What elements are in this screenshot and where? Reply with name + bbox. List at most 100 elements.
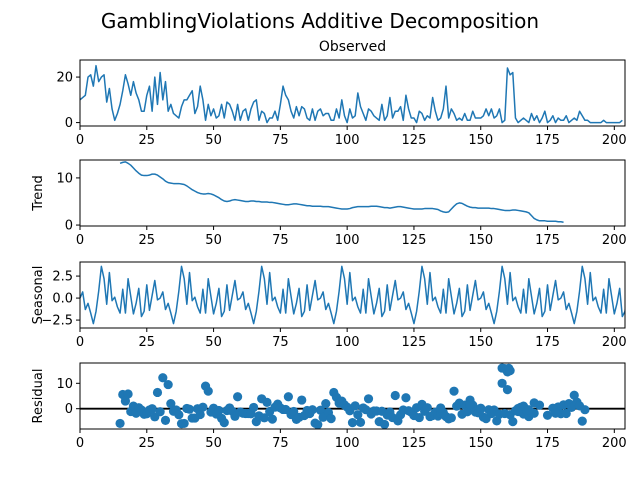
observed-x-tick-label: 75 xyxy=(272,133,289,148)
seasonal-y-axis-label: Seasonal xyxy=(31,266,46,325)
seasonal-x-tick-label: 50 xyxy=(205,335,222,350)
trend-x-tick-label: 25 xyxy=(139,233,156,248)
residual-point xyxy=(203,386,213,396)
residual-point xyxy=(147,404,157,414)
seasonal-x-tick-label: 125 xyxy=(402,335,427,350)
residual-point xyxy=(115,418,125,429)
residual-point xyxy=(214,405,224,416)
figure-title: GamblingViolations Additive Decompositio… xyxy=(101,9,539,33)
seasonal-y-tick-label: −2.5 xyxy=(41,314,73,329)
seasonal-y-tick-label: 2.5 xyxy=(52,270,73,285)
residual-point xyxy=(505,366,515,376)
observed-x-tick-label: 0 xyxy=(76,133,84,148)
residual-point xyxy=(422,403,432,413)
residual-point xyxy=(561,408,571,419)
observed-x-tick-label: 100 xyxy=(335,133,360,148)
residual-point xyxy=(363,394,374,404)
residual-point xyxy=(163,379,173,390)
seasonal-y-tick-label: 0.0 xyxy=(52,292,73,307)
observed-x-tick-label: 150 xyxy=(468,133,493,148)
residual-x-tick-label: 175 xyxy=(535,436,560,451)
residual-point xyxy=(534,400,545,410)
trend-panel: 0 25 50 75 100 125 150 175 200 0 10 Trend xyxy=(31,159,627,248)
residual-point xyxy=(307,405,318,415)
seasonal-x-tick-label: 175 xyxy=(535,335,560,350)
residual-point xyxy=(390,390,400,401)
residual-point xyxy=(524,405,534,415)
seasonal-x-tick-label: 100 xyxy=(335,335,360,350)
residual-axes-frame xyxy=(79,362,626,430)
residual-point xyxy=(353,410,363,420)
seasonal-axes-frame xyxy=(79,261,626,329)
residual-point xyxy=(401,393,411,403)
residual-point xyxy=(580,405,590,415)
trend-x-tick-label: 0 xyxy=(76,233,84,248)
residual-point xyxy=(155,407,165,417)
observed-x-tick-label: 50 xyxy=(205,133,222,148)
seasonal-x-tick-label: 0 xyxy=(76,335,84,350)
residual-point xyxy=(120,396,131,406)
residual-point xyxy=(259,413,269,423)
residual-x-tick-label: 25 xyxy=(139,436,156,451)
residual-point xyxy=(152,387,163,398)
seasonal-x-tick-label: 200 xyxy=(602,335,627,350)
residual-point xyxy=(508,417,518,427)
trend-x-tick-label: 100 xyxy=(335,233,360,248)
residual-point xyxy=(446,413,456,423)
residual-x-tick-label: 125 xyxy=(402,436,427,451)
residual-panel: 0 25 50 75 100 125 150 175 200 0 10 Residual xyxy=(31,362,627,451)
residual-point xyxy=(476,404,486,414)
seasonal-x-tick-label: 25 xyxy=(139,335,156,350)
residual-x-tick-label: 150 xyxy=(468,436,493,451)
observed-title: Observed xyxy=(319,39,386,55)
residual-point xyxy=(233,392,243,402)
seasonal-x-tick-label: 75 xyxy=(272,335,289,350)
residual-point xyxy=(123,389,133,399)
residual-point xyxy=(262,397,272,407)
residual-point xyxy=(166,399,176,409)
residual-point xyxy=(355,417,366,427)
residual-y-tick-label: 10 xyxy=(56,377,73,392)
observed-y-tick-label: 20 xyxy=(56,71,73,86)
observed-axes-frame xyxy=(79,59,626,127)
residual-point xyxy=(313,420,323,429)
residual-point xyxy=(297,395,307,405)
residual-point xyxy=(267,414,277,424)
residual-point xyxy=(321,399,331,409)
trend-axes-frame xyxy=(79,159,626,227)
trend-x-tick-label: 150 xyxy=(468,233,493,248)
residual-point xyxy=(379,419,390,429)
residual-point xyxy=(577,416,587,426)
residual-y-tick-label: 0 xyxy=(65,402,73,417)
residual-point xyxy=(347,418,358,428)
residual-point xyxy=(195,409,205,420)
residual-point xyxy=(350,401,360,411)
observed-x-tick-label: 200 xyxy=(602,133,627,148)
residual-point xyxy=(249,402,259,413)
residual-point xyxy=(462,407,472,417)
residual-point xyxy=(414,412,424,423)
seasonal-series-line xyxy=(80,265,625,325)
residual-point xyxy=(465,400,475,410)
residual-y-axis-label: Residual xyxy=(31,369,46,424)
residual-x-tick-label: 50 xyxy=(205,436,222,451)
residual-point xyxy=(502,385,513,395)
trend-y-tick-label: 10 xyxy=(56,171,73,186)
residual-point xyxy=(289,406,299,417)
residual-point xyxy=(160,415,171,425)
residual-point xyxy=(436,403,446,413)
residual-point xyxy=(184,404,195,414)
observed-x-tick-label: 25 xyxy=(139,133,156,148)
residual-point xyxy=(158,373,168,383)
residual-point xyxy=(550,408,561,418)
residual-point xyxy=(198,402,208,412)
seasonal-panel: 0 25 50 75 100 125 150 175 200 −2.5 0.0 2.5 Seasonal xyxy=(31,261,627,350)
residual-point xyxy=(179,418,189,429)
trend-y-tick-label: 0 xyxy=(65,219,73,234)
observed-series-line xyxy=(80,64,623,124)
residual-point xyxy=(449,386,459,396)
residual-point xyxy=(219,418,229,428)
trend-x-tick-label: 75 xyxy=(272,233,289,248)
